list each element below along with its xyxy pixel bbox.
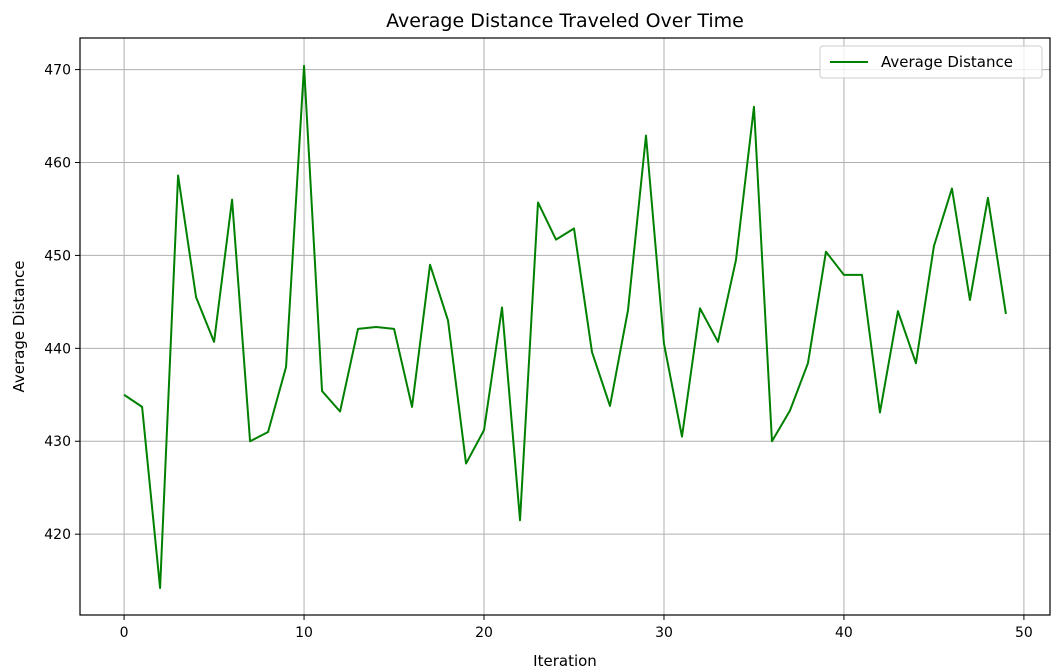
y-tick-label: 420 (44, 527, 71, 543)
x-tick-label: 0 (120, 625, 129, 641)
y-axis-label: Average Distance (10, 261, 28, 393)
x-tick-label: 50 (1015, 625, 1033, 641)
series-layer (123, 64, 1007, 590)
y-tick-label: 470 (44, 63, 71, 79)
x-tick-label: 10 (295, 625, 313, 641)
y-tick-label: 450 (44, 248, 71, 264)
grid (80, 38, 1050, 615)
x-axis-label: Iteration (533, 652, 597, 670)
legend-label: Average Distance (881, 53, 1013, 71)
chart-title: Average Distance Traveled Over Time (386, 10, 744, 32)
y-tick-label: 440 (44, 341, 71, 357)
x-tick-label: 30 (655, 625, 673, 641)
x-tick-label: 40 (835, 625, 853, 641)
x-tick-label: 20 (475, 625, 493, 641)
legend-box (819, 45, 1043, 79)
y-tick-label: 460 (44, 156, 71, 172)
ticks: 0 10 20 30 40 50 420 430 440 450 460 470 (44, 63, 1033, 641)
series-line (123, 64, 1007, 590)
y-tick-label: 430 (44, 434, 71, 450)
plot-frame (79, 37, 1051, 616)
legend: Average Distance (819, 45, 1043, 79)
